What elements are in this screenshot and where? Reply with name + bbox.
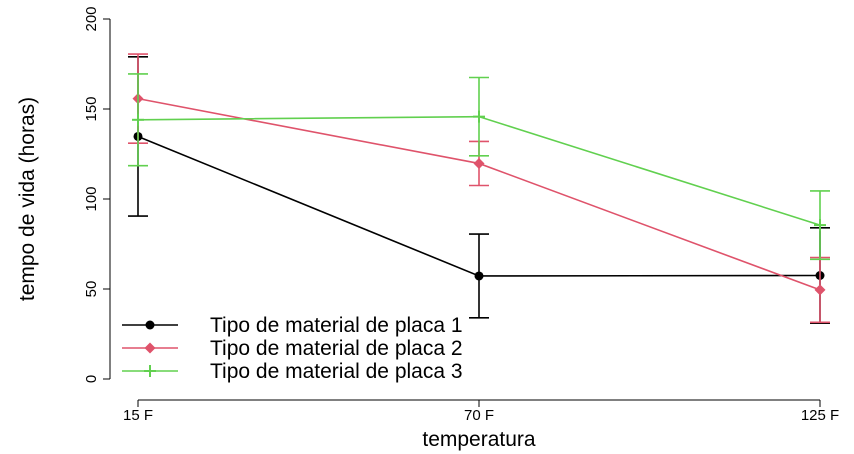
point-marker: [145, 320, 155, 330]
point-marker: [474, 271, 484, 281]
point-marker: [473, 110, 485, 123]
y-tick-label: 100: [83, 186, 100, 211]
y-tick-label: 150: [83, 96, 100, 121]
x-axis-title: temperatura: [422, 428, 536, 451]
x-tick-label: 125 F: [801, 407, 839, 424]
point-marker: [473, 157, 485, 169]
legend-item-2: Tipo de material de placa 2: [122, 337, 463, 360]
legend-label: Tipo de material de placa 1: [210, 314, 463, 337]
y-axis-title: tempo de vida (horas): [16, 97, 39, 301]
legend-item-3: Tipo de material de placa 3: [122, 360, 463, 383]
point-marker: [144, 365, 156, 377]
legend-item-1: Tipo de material de placa 1: [122, 314, 463, 337]
x-tick-label: 15 F: [123, 407, 153, 424]
point-marker: [814, 284, 826, 296]
y-ticks: 0 50 100 150 200: [83, 6, 110, 383]
point-marker: [144, 342, 156, 354]
series-2: [128, 53, 830, 324]
x-ticks: 15 F 70 F 125 F: [123, 400, 839, 424]
series-layer: [128, 53, 830, 325]
series-3: [128, 73, 830, 261]
legend-label: Tipo de material de placa 2: [210, 337, 463, 360]
y-tick-label: 50: [83, 281, 100, 298]
x-tick-label: 70 F: [464, 407, 494, 424]
point-marker: [132, 113, 144, 126]
point-marker: [814, 219, 826, 232]
y-tick-label: 200: [83, 6, 100, 31]
legend-label: Tipo de material de placa 3: [210, 360, 463, 383]
y-tick-label: 0: [83, 375, 100, 383]
